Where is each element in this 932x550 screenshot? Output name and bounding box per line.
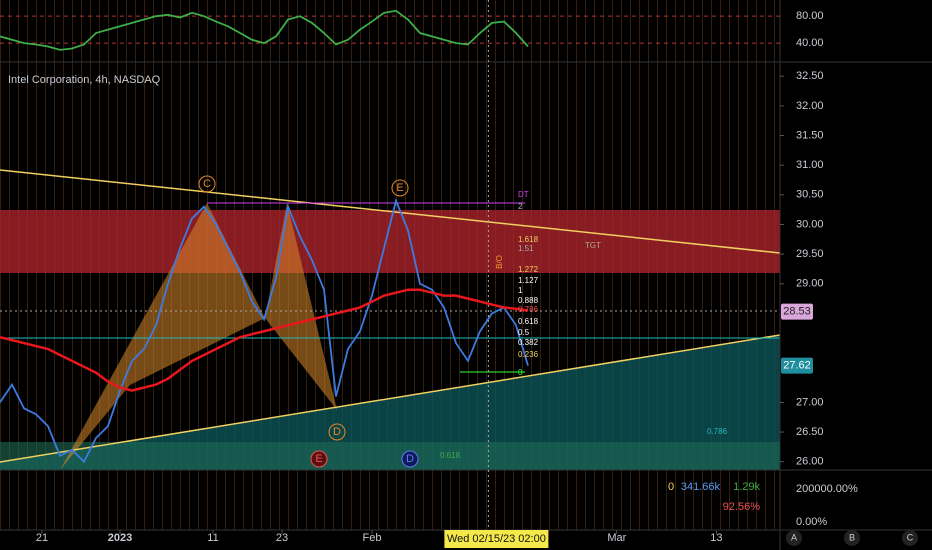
y-tick-label: 31.50: [796, 129, 824, 141]
pattern-point: [391, 179, 409, 197]
volume-tick-label: 200000.00%: [796, 483, 858, 495]
x-tick-label: 13: [710, 532, 722, 544]
x-tick-label: Feb: [363, 532, 382, 544]
annotation: 0.5: [518, 328, 530, 337]
harmonic-pattern: [265, 203, 337, 410]
x-tick-label: Mar: [607, 532, 626, 544]
x-tick-label: 23: [276, 532, 288, 544]
y-tick-label: 26.50: [796, 426, 824, 438]
pattern-point: [401, 450, 419, 468]
crosshair-label: Wed 02/15/23 02:00: [447, 533, 546, 545]
y-tick-label: 32.00: [796, 100, 824, 112]
annotation: E: [396, 182, 403, 194]
annotation: 0.618: [440, 451, 461, 460]
button[interactable]: [786, 530, 802, 546]
annotation: D: [333, 426, 341, 438]
annotation: DT: [518, 190, 529, 199]
annotation: 1.618: [518, 235, 539, 244]
pattern-point: [310, 450, 328, 468]
annotation: 0.382: [518, 338, 539, 347]
button[interactable]: [902, 530, 918, 546]
annotation: 0.618: [518, 317, 539, 326]
x-tick-label: 21: [36, 532, 48, 544]
y-tick-label: 30.50: [796, 189, 824, 201]
annotation: 1.127: [518, 276, 539, 285]
annotation: TGT: [585, 241, 601, 250]
y-tick-label: 32.50: [796, 70, 824, 82]
annotation: 0.786: [707, 427, 728, 436]
pattern-point: [328, 423, 346, 441]
price-label-box: [781, 303, 813, 320]
price-label: 27.62: [783, 360, 811, 372]
volume-tick-label: 0.00%: [796, 516, 827, 528]
series-line: [0, 288, 529, 392]
button-label[interactable]: B: [849, 532, 855, 542]
price-label: 28.53: [783, 306, 811, 318]
y-tick-label: 29.00: [796, 278, 824, 290]
resistance-zone: [0, 210, 780, 273]
chart-title: Intel Corporation, 4h, NASDAQ: [8, 74, 161, 86]
crosshair-box: [444, 530, 549, 548]
y-tick-label: 30.00: [796, 218, 824, 230]
buttons: A B C: [786, 530, 918, 546]
y-tick-label: 29.50: [796, 248, 824, 260]
legend-value: 0: [668, 481, 674, 493]
x-tick-label: 11: [207, 532, 218, 544]
pattern-point: [198, 175, 216, 193]
button-label[interactable]: C: [907, 532, 914, 542]
annotation: 1.51: [518, 244, 534, 253]
legend-value: 1.29k: [733, 481, 760, 493]
trendline: [0, 169, 781, 254]
button[interactable]: [844, 530, 860, 546]
annotation: 0.888: [518, 296, 539, 305]
y-tick-label: 31.00: [796, 159, 824, 171]
y-tick-label: 80.00: [796, 10, 824, 22]
trendline: [0, 334, 781, 463]
annotation: 1.272: [518, 265, 539, 274]
support-band: [0, 442, 780, 470]
y-tick-label: 40.00: [796, 37, 824, 49]
support-zone: [0, 335, 780, 470]
annotation: 0: [518, 368, 523, 377]
annotation: 2: [518, 202, 523, 211]
y-tick-label: 26.00: [796, 456, 824, 468]
annotation: C: [203, 178, 211, 190]
y-tick-label: 27.00: [796, 396, 824, 408]
price-label-box: [781, 357, 813, 374]
harmonic-pattern: [60, 203, 265, 470]
button-label[interactable]: A: [791, 532, 797, 542]
legend-value: 92.56%: [723, 501, 761, 513]
x-tick-label: 2023: [108, 532, 132, 544]
annotation: 0.236: [518, 350, 539, 359]
series-line: [0, 197, 529, 464]
annotation: E: [315, 453, 322, 465]
annotation: D: [406, 453, 414, 465]
annotation: 0.786: [518, 305, 539, 314]
series-line: [0, 9, 529, 51]
annotation: B/O: [495, 255, 504, 269]
legend-value: 341.66k: [681, 481, 721, 493]
annotation: 1: [518, 286, 523, 295]
